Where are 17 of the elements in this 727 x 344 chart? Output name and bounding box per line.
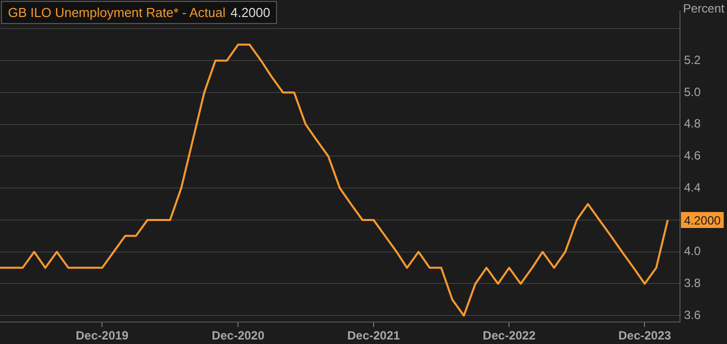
y-axis-title: Percent [683, 1, 726, 16]
text: 4.2000 [230, 5, 270, 20]
x-tick-label: Dec-2023 [618, 328, 672, 343]
y-tick-label: 3.8 [684, 276, 702, 290]
y-tick-label: 4.4 [684, 180, 702, 194]
x-tick-label: Dec-2022 [482, 328, 536, 343]
y-tick-label: 4.8 [684, 116, 702, 131]
y-tick-label: 4.0 [684, 244, 702, 258]
chart-title: GB ILO Unemployment Rate* - Actual [8, 5, 226, 20]
x-tick-label: Dec-2020 [212, 328, 265, 343]
y-tick-label: 3.6 [684, 308, 702, 322]
data-label: 4.2000 [684, 213, 722, 228]
x-tick-label: Dec-2021 [347, 328, 400, 343]
y-tick-label: 4.6 [684, 148, 702, 163]
x-tick-label: Dec-2019 [76, 328, 129, 343]
y-tick-label: 5.0 [684, 84, 702, 99]
y-tick-label: 5.2 [684, 52, 702, 67]
